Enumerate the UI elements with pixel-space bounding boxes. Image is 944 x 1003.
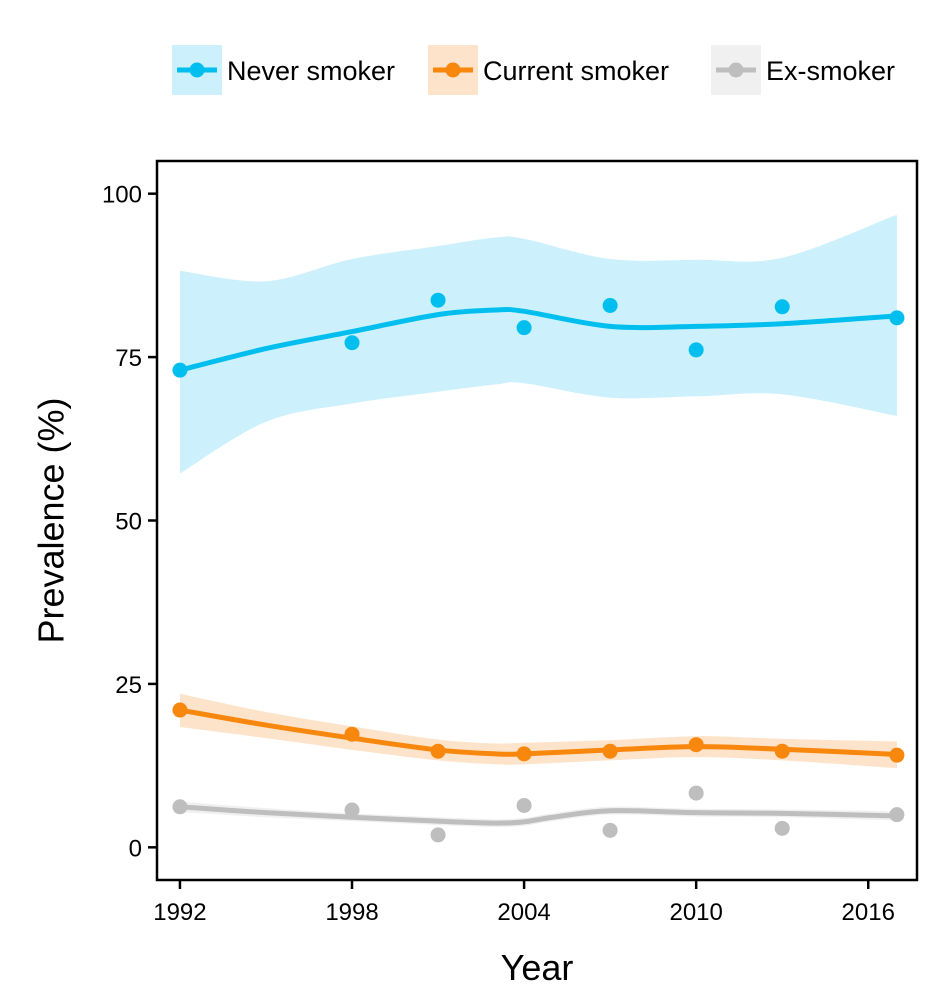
point-never-smoker-2007 [602,297,618,313]
legend-item-never-smoker: Never smoker [172,45,395,95]
point-current-smoker-1998 [344,726,360,742]
point-current-smoker-2001 [430,743,446,759]
legend: Never smoker Current smoker Ex-smoker [172,45,895,95]
point-current-smoker-2007 [602,743,618,759]
smooth-lines [177,306,900,826]
x-tick-label-2016: 2016 [842,899,895,926]
point-never-smoker-1998 [344,335,360,351]
point-never-smoker-2001 [430,292,446,308]
band-current-smoker [179,693,897,769]
point-never-smoker-1992 [172,362,188,378]
point-never-smoker-2004 [516,320,532,336]
legend-key-point-never-smoker [189,62,205,78]
point-ex-smoker-2007 [602,822,618,838]
point-ex-smoker-1992 [172,799,188,815]
x-tick-label-1992: 1992 [153,899,206,926]
x-tick-label-1998: 1998 [325,899,378,926]
axes: 1992 1998 2004 2010 2016 0 25 50 75 100 [102,182,895,926]
point-current-smoker-2017 [889,747,905,763]
legend-key-point-current-smoker [445,62,461,78]
y-tick-label-25: 25 [115,672,142,699]
point-ex-smoker-2010 [688,785,704,801]
point-ex-smoker-2004 [516,797,532,813]
point-ex-smoker-2013 [774,820,790,836]
point-current-smoker-1992 [172,702,188,718]
line-ex-smoker [177,804,900,826]
line-never-smoker [177,306,900,373]
x-axis-title: Year [501,947,574,988]
band-ex-smoker [179,801,897,828]
y-tick-label-100: 100 [102,182,142,209]
y-tick-label-75: 75 [115,345,142,372]
point-current-smoker-2013 [774,743,790,759]
y-axis-title: Prevalence (%) [31,397,72,643]
point-never-smoker-2017 [889,310,905,326]
legend-key-point-ex-smoker [728,62,744,78]
line-current-smoker [177,707,900,758]
point-ex-smoker-1998 [344,802,360,818]
legend-label-never-smoker: Never smoker [227,56,395,86]
point-never-smoker-2013 [774,299,790,315]
confidence-bands [179,214,897,828]
band-never-smoker [179,214,897,474]
x-tick-label-2010: 2010 [669,899,722,926]
y-tick-label-0: 0 [129,835,142,862]
point-ex-smoker-2001 [430,827,446,843]
legend-item-current-smoker: Current smoker [428,45,669,95]
point-current-smoker-2010 [688,737,704,753]
point-never-smoker-2010 [688,342,704,358]
plot-area [155,159,919,882]
point-current-smoker-2004 [516,746,532,762]
legend-label-ex-smoker: Ex-smoker [766,56,895,86]
point-ex-smoker-2017 [889,807,905,823]
x-tick-label-2004: 2004 [497,899,550,926]
data-points [172,292,905,843]
legend-label-current-smoker: Current smoker [483,56,669,86]
y-tick-label-50: 50 [115,509,142,536]
legend-item-ex-smoker: Ex-smoker [711,45,895,95]
